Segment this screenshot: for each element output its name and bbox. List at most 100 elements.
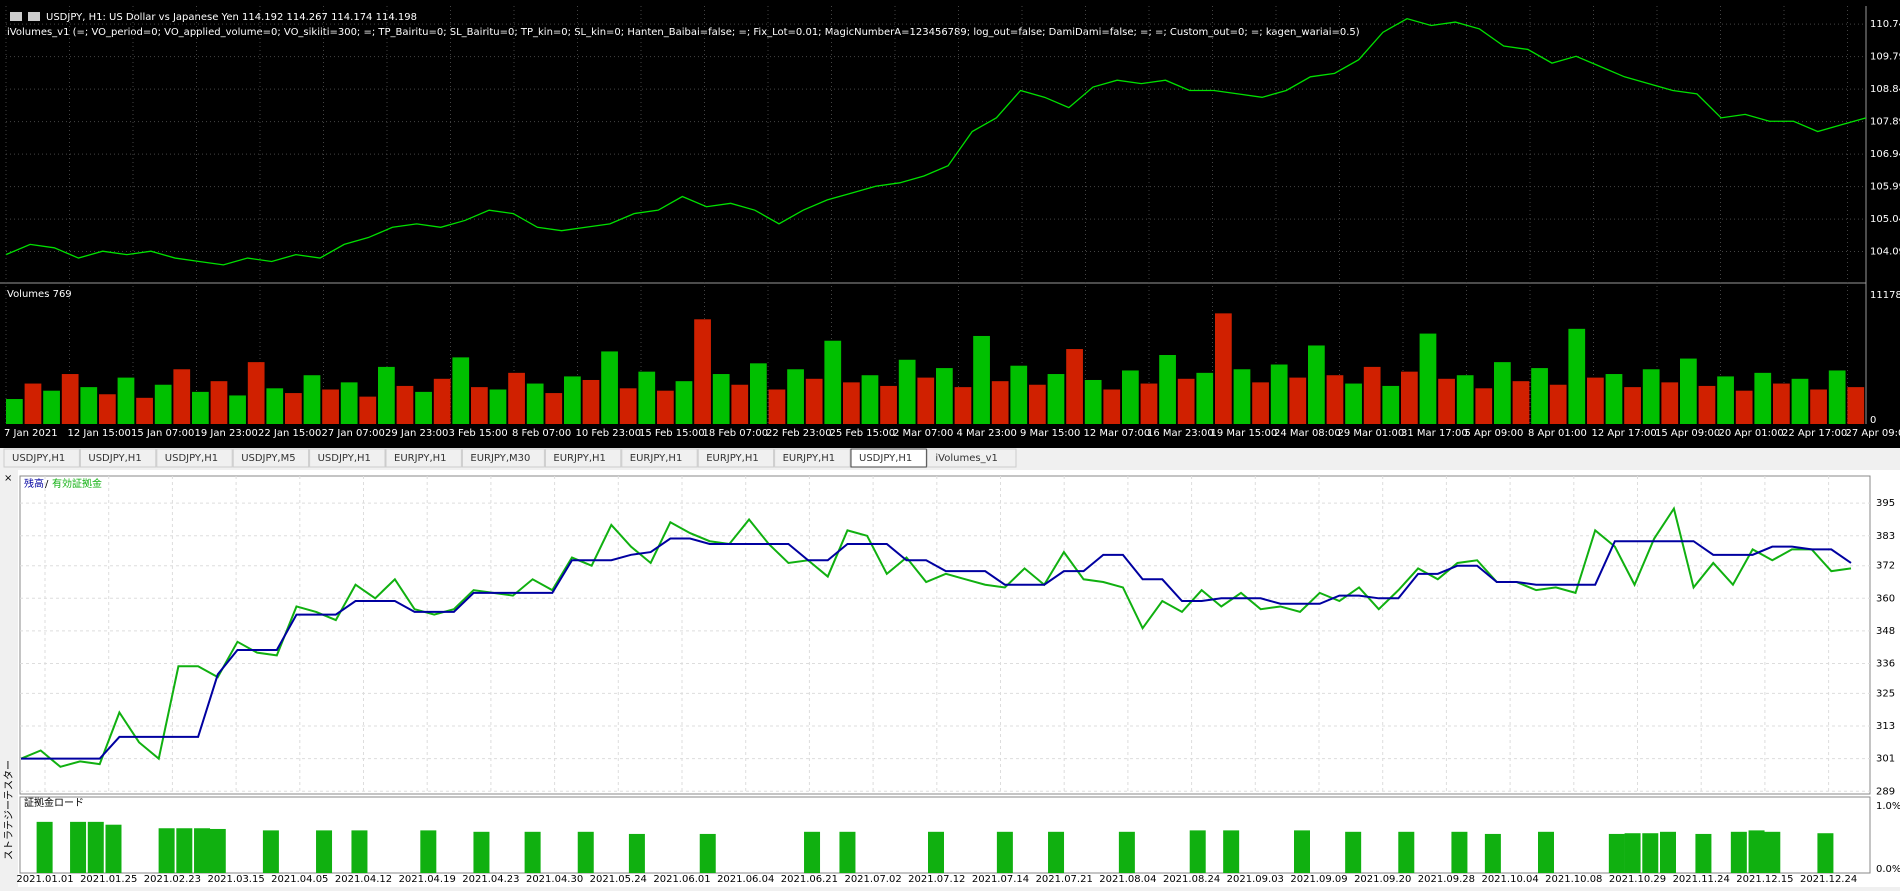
margin-bar	[176, 828, 192, 873]
volume-bar	[1085, 380, 1102, 424]
y-tick-label: 348	[1876, 626, 1895, 637]
margin-bar	[700, 834, 716, 873]
margin-bar	[1223, 830, 1239, 873]
volume-bar	[118, 378, 135, 424]
y-tick-label: 11178	[1870, 290, 1900, 301]
margin-bar	[578, 832, 594, 873]
tab-label[interactable]: EURJPY,H1	[783, 453, 836, 464]
margin-bar	[88, 822, 104, 873]
time-label: 29 Mar 01:00	[1338, 428, 1405, 439]
volume-bar	[1475, 388, 1492, 424]
volume-bar	[1234, 369, 1251, 424]
date-label: 2021.10.04	[1481, 874, 1538, 885]
tab-label[interactable]: EURJPY,M30	[470, 453, 530, 464]
volume-bar	[1438, 379, 1455, 424]
margin-bar	[1451, 832, 1467, 873]
time-label: 16 Mar 23:00	[1147, 428, 1214, 439]
volume-bar	[266, 388, 283, 424]
margin-bar	[316, 830, 332, 873]
margin-bar	[1817, 833, 1833, 873]
margin-bar	[629, 834, 645, 873]
volume-bar	[155, 385, 172, 424]
legend-balance: 残高	[24, 477, 44, 490]
volume-bar	[192, 392, 209, 424]
y-tick-label: 360	[1876, 593, 1895, 604]
time-label: 10 Feb 23:00	[576, 428, 642, 439]
tab-label[interactable]: USDJPY,H1	[318, 453, 371, 464]
tab-label[interactable]: USDJPY,H1	[88, 453, 141, 464]
y-tick-label: 372	[1876, 561, 1895, 572]
y-tick-label: 104.09	[1870, 247, 1900, 258]
tab-label[interactable]: iVolumes_v1	[935, 453, 997, 464]
tab-label[interactable]: USDJPY,H1	[12, 453, 65, 464]
volume-bar	[1196, 373, 1213, 424]
y-tick-label: 0.0%	[1876, 864, 1900, 875]
time-label: 31 Mar 17:00	[1401, 428, 1468, 439]
tab-label[interactable]: EURJPY,H1	[553, 453, 606, 464]
margin-bar	[210, 829, 226, 873]
y-tick-label: 110.74	[1870, 19, 1900, 30]
volume-bar	[1606, 374, 1623, 424]
margin-bar	[420, 830, 436, 873]
volume-bar	[676, 381, 693, 424]
y-tick-label: 395	[1876, 498, 1895, 509]
tab-label[interactable]: EURJPY,H1	[630, 453, 683, 464]
volume-bar	[1122, 370, 1139, 424]
volume-bar	[694, 319, 711, 424]
volume-bar	[434, 379, 451, 424]
volume-bar	[1401, 372, 1418, 424]
tab-label[interactable]: EURJPY,H1	[706, 453, 759, 464]
date-label: 2021.04.30	[526, 874, 583, 885]
volume-bar	[1029, 385, 1046, 424]
margin-bar	[1485, 834, 1501, 873]
date-label: 2021.07.02	[844, 874, 901, 885]
volume-bar	[564, 376, 581, 424]
volume-bar	[1587, 378, 1604, 424]
time-label: 8 Feb 07:00	[512, 428, 571, 439]
tab-label[interactable]: USDJPY,H1	[165, 453, 218, 464]
margin-bar	[263, 830, 279, 873]
date-label: 2021.03.15	[207, 874, 264, 885]
margin-bar	[105, 825, 121, 873]
date-label: 2021.04.05	[271, 874, 328, 885]
date-label: 2021.02.23	[144, 874, 201, 885]
volume-bar	[1513, 381, 1530, 424]
volume-bar	[1624, 387, 1641, 424]
tab-label[interactable]: USDJPY,H1	[859, 453, 912, 464]
y-tick-label: 301	[1876, 754, 1895, 765]
time-label: 22 Apr 17:00	[1782, 428, 1847, 439]
volume-bar	[1568, 329, 1585, 424]
date-label: 2021.01.01	[16, 874, 73, 885]
margin-bar	[1119, 832, 1135, 873]
volume-bar	[1661, 382, 1678, 424]
time-label: 27 Apr 09:00	[1846, 428, 1900, 439]
volume-bar	[248, 362, 265, 424]
date-label: 2021.06.01	[653, 874, 710, 885]
margin-bar	[351, 830, 367, 873]
margin-bar	[1731, 832, 1747, 873]
margin-bar	[839, 832, 855, 873]
volume-bar	[1643, 369, 1660, 424]
tab-label[interactable]: EURJPY,H1	[394, 453, 447, 464]
volume-bar	[769, 390, 786, 425]
volume-bar	[806, 379, 823, 424]
volume-bar	[787, 369, 804, 424]
time-label: 5 Apr 09:00	[1465, 428, 1524, 439]
volume-bar	[880, 386, 897, 424]
time-label: 20 Apr 01:00	[1719, 428, 1784, 439]
date-label: 2021.07.21	[1036, 874, 1093, 885]
margin-bar	[1345, 832, 1361, 873]
tab-label[interactable]: USDJPY,M5	[241, 453, 295, 464]
volume-bar	[1457, 375, 1474, 424]
volume-bar	[1308, 345, 1325, 424]
close-icon[interactable]: ×	[4, 473, 12, 484]
y-tick-label: 1.0%	[1876, 801, 1900, 812]
time-label: 3 Feb 15:00	[449, 428, 508, 439]
volume-bar	[955, 387, 972, 424]
volume-bar	[1066, 349, 1083, 424]
volume-bar	[638, 372, 655, 424]
margin-bar	[997, 832, 1013, 873]
time-label: 22 Jan 15:00	[258, 428, 321, 439]
volume-bar	[601, 351, 618, 424]
